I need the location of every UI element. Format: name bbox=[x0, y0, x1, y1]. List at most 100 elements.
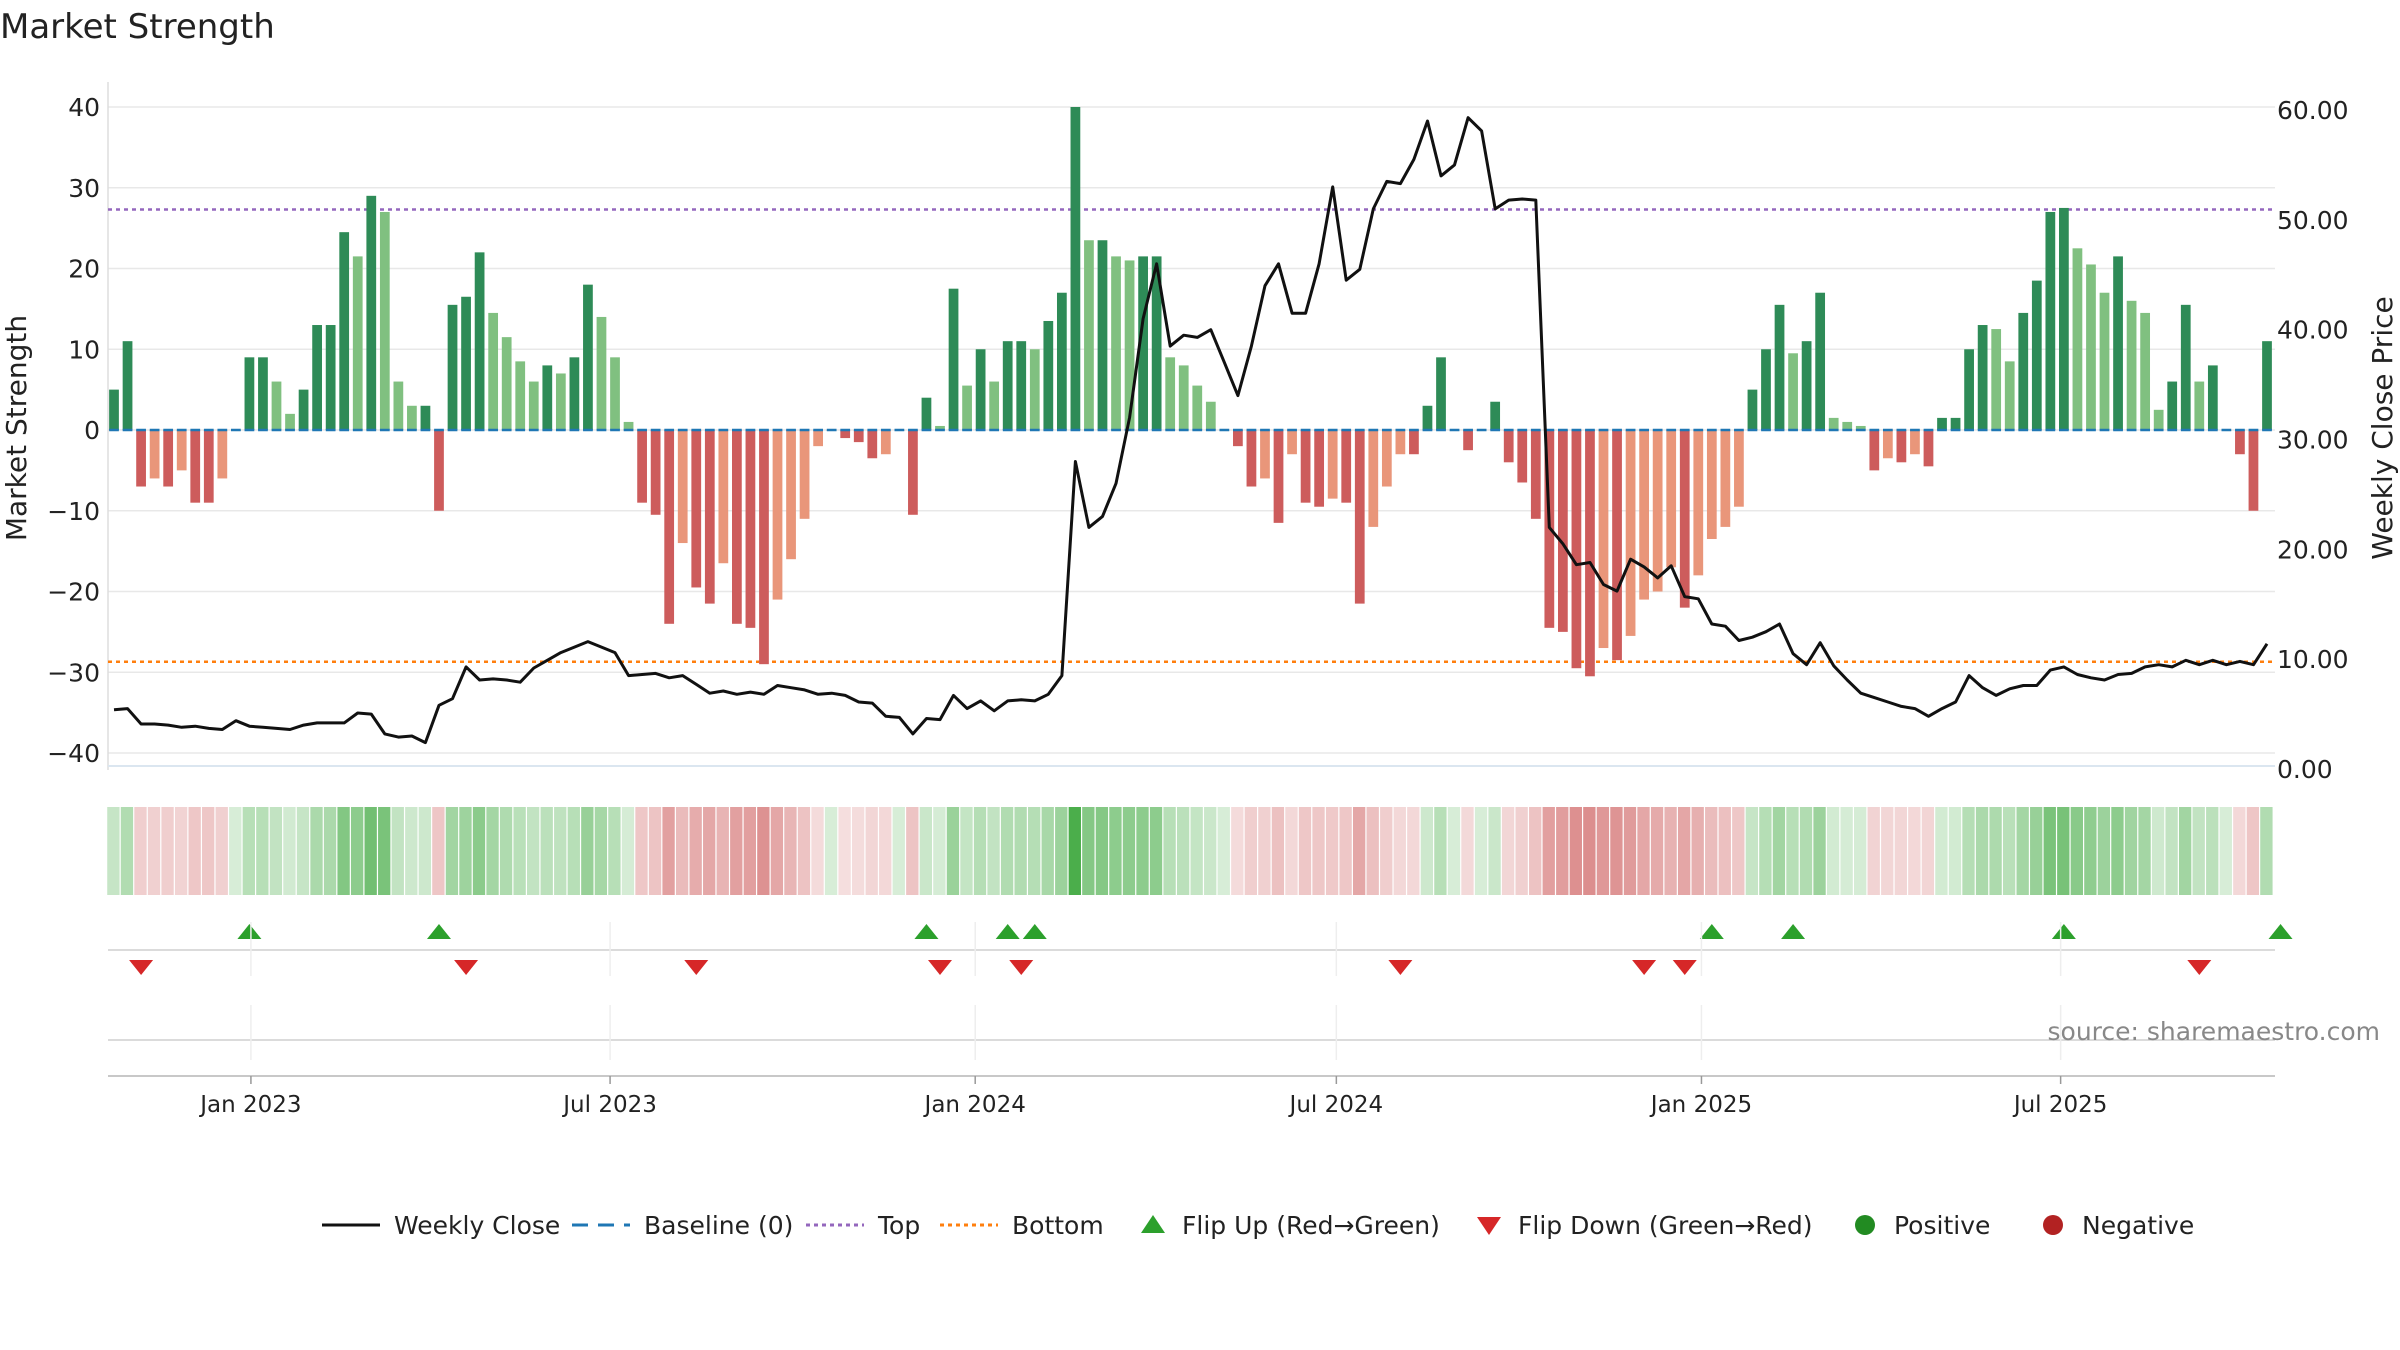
heat-cell bbox=[1799, 807, 1813, 895]
heat-cell bbox=[973, 807, 987, 895]
heat-cell bbox=[2097, 807, 2111, 895]
heat-cell bbox=[2219, 807, 2232, 895]
strength-bar bbox=[1896, 430, 1907, 463]
strength-bar bbox=[908, 430, 918, 515]
legend-label: Weekly Close bbox=[394, 1211, 560, 1240]
strength-bar bbox=[786, 430, 796, 560]
heat-cell bbox=[364, 807, 377, 895]
heat-cell bbox=[1637, 807, 1650, 895]
heat-cell bbox=[1055, 807, 1068, 895]
strength-bar bbox=[1111, 256, 1121, 430]
strength-bar bbox=[1300, 430, 1311, 503]
strength-bar bbox=[1679, 430, 1690, 608]
strength-bar bbox=[1233, 430, 1243, 447]
strength-bar bbox=[217, 430, 228, 479]
x-tick-label: Jul 2024 bbox=[1288, 1092, 1384, 1118]
strength-bar bbox=[1409, 430, 1419, 455]
heat-cell bbox=[1380, 807, 1393, 895]
source-text: source: sharemaestro.com bbox=[2048, 1017, 2381, 1046]
y2-tick-label: 30.00 bbox=[2277, 426, 2349, 455]
strength-bar bbox=[637, 430, 647, 503]
strength-bar bbox=[407, 405, 417, 430]
strength-bar bbox=[1165, 357, 1176, 430]
heat-cell bbox=[499, 807, 513, 895]
strength-bar bbox=[2167, 381, 2178, 430]
heat-cell bbox=[2192, 807, 2205, 895]
strength-bar bbox=[732, 430, 742, 624]
heat-cell bbox=[486, 807, 499, 895]
legend-label: Bottom bbox=[1012, 1211, 1104, 1240]
heat-cell bbox=[1474, 807, 1488, 895]
strength-bar bbox=[1016, 341, 1027, 430]
y2-tick-label: 0.00 bbox=[2277, 755, 2333, 784]
strength-bar bbox=[1517, 430, 1528, 483]
strength-bar bbox=[285, 413, 295, 430]
heat-cell bbox=[147, 807, 161, 895]
strength-bar bbox=[975, 349, 986, 430]
strength-bar bbox=[2140, 312, 2151, 430]
heat-cell bbox=[1190, 807, 1203, 895]
strength-bar bbox=[610, 357, 620, 430]
heat-cell bbox=[2124, 807, 2138, 895]
legend-item: Baseline (0) bbox=[572, 1211, 793, 1240]
flip-down-marker bbox=[1009, 960, 1034, 975]
flip-down-marker bbox=[927, 960, 952, 975]
strength-bar bbox=[149, 430, 160, 479]
strength-bar bbox=[921, 397, 932, 430]
strength-bar bbox=[244, 357, 255, 430]
heat-cell bbox=[1691, 807, 1704, 895]
heat-cell bbox=[1217, 807, 1230, 895]
heat-cell bbox=[2057, 807, 2070, 895]
heat-cell bbox=[1231, 807, 1244, 895]
heat-cell bbox=[1420, 807, 1434, 895]
flip-down-marker bbox=[1672, 960, 1697, 975]
heat-cell bbox=[865, 807, 878, 895]
heat-cell bbox=[621, 807, 635, 895]
heat-cell bbox=[378, 807, 391, 895]
strength-bar bbox=[799, 430, 810, 519]
legend-item: Flip Up (Red→Green) bbox=[1141, 1211, 1440, 1240]
heat-cell bbox=[1556, 807, 1569, 895]
strength-bar bbox=[1368, 430, 1379, 527]
heat-cell bbox=[323, 807, 337, 895]
strength-bar bbox=[258, 357, 268, 430]
strength-bar bbox=[1869, 430, 1880, 471]
strength-bar bbox=[2045, 211, 2056, 430]
strength-bar bbox=[528, 381, 539, 430]
heat-cell bbox=[513, 807, 526, 895]
strength-bar bbox=[1571, 430, 1582, 669]
heat-cell bbox=[1745, 807, 1759, 895]
strength-bar bbox=[352, 256, 363, 430]
strength-bar bbox=[962, 385, 972, 430]
strength-bar bbox=[1314, 430, 1325, 507]
heat-cell bbox=[1339, 807, 1352, 895]
heat-cell bbox=[1583, 807, 1596, 895]
heat-cell bbox=[2070, 807, 2083, 895]
heat-cell bbox=[784, 807, 797, 895]
heat-cell bbox=[1204, 807, 1217, 895]
heat-cell bbox=[188, 807, 201, 895]
heat-cell bbox=[256, 807, 269, 895]
heat-cell bbox=[202, 807, 215, 895]
heat-cell bbox=[770, 807, 784, 895]
heat-cell bbox=[296, 807, 310, 895]
heat-cell bbox=[851, 807, 865, 895]
strength-bar bbox=[1070, 107, 1081, 430]
heat-cell bbox=[459, 807, 472, 895]
heat-cell bbox=[824, 807, 838, 895]
gridlines bbox=[107, 82, 2275, 770]
strength-bar bbox=[948, 288, 959, 430]
heat-cell bbox=[2016, 807, 2029, 895]
heat-cell bbox=[1244, 807, 1258, 895]
heat-cell bbox=[703, 807, 716, 895]
heat-cell bbox=[1312, 807, 1325, 895]
heat-cell bbox=[906, 807, 919, 895]
heat-cell bbox=[1894, 807, 1907, 895]
strength-bar bbox=[1693, 430, 1704, 576]
heat-cell bbox=[1596, 807, 1610, 895]
strength-bar bbox=[2248, 430, 2259, 511]
heat-cell bbox=[432, 807, 445, 895]
strength-bar bbox=[379, 211, 390, 430]
legend-label: Negative bbox=[2082, 1211, 2194, 1240]
